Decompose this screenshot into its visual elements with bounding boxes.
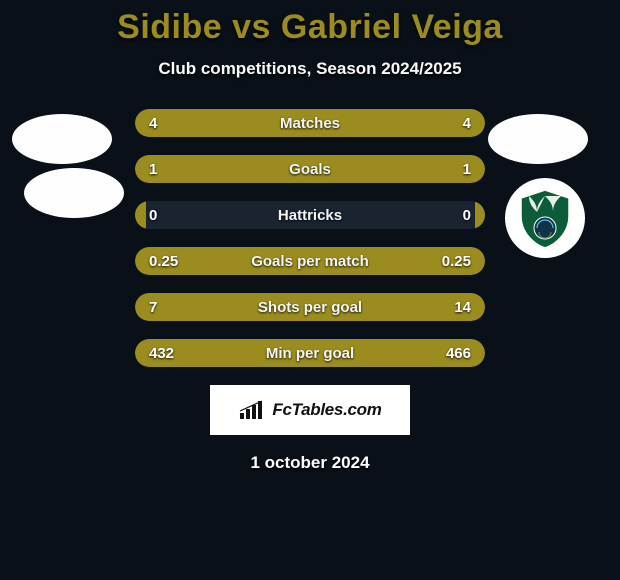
stat-value-left: 4 xyxy=(149,115,157,132)
stats-container: 4 Matches 4 1 Goals 1 0 Hattricks 0 0.25 Goals per… xyxy=(135,109,485,367)
stat-fill-right xyxy=(310,155,485,183)
stat-label: Shots per goal xyxy=(258,299,362,316)
bar-chart-icon xyxy=(238,399,266,421)
footer-logo-text: FcTables.com xyxy=(272,400,381,420)
stat-label: Goals per match xyxy=(251,253,369,270)
player-left-badge-2 xyxy=(24,168,124,218)
footer-logo: FcTables.com xyxy=(210,385,410,435)
club-crest-right xyxy=(505,178,585,258)
player-right-badge xyxy=(488,114,588,164)
stat-value-right: 4 xyxy=(463,115,471,132)
stat-row: 0 Hattricks 0 xyxy=(135,201,485,229)
stat-label: Hattricks xyxy=(278,207,342,224)
stat-row: 432 Min per goal 466 xyxy=(135,339,485,367)
shield-icon xyxy=(513,186,577,250)
stat-fill-right xyxy=(475,201,486,229)
stat-value-left: 7 xyxy=(149,299,157,316)
stat-fill-left xyxy=(135,201,146,229)
stat-label: Goals xyxy=(289,161,331,178)
stat-value-right: 466 xyxy=(446,345,471,362)
stat-value-right: 1 xyxy=(463,161,471,178)
stat-value-left: 0.25 xyxy=(149,253,178,270)
stat-value-left: 0 xyxy=(149,207,157,224)
stat-value-left: 432 xyxy=(149,345,174,362)
infographic-date: 1 october 2024 xyxy=(0,453,620,473)
stat-label: Min per goal xyxy=(266,345,354,362)
stat-value-right: 0.25 xyxy=(442,253,471,270)
player-left-badge-1 xyxy=(12,114,112,164)
comparison-infographic: Sidibe vs Gabriel Veiga Club competition… xyxy=(0,0,620,580)
stat-row: 7 Shots per goal 14 xyxy=(135,293,485,321)
page-subtitle: Club competitions, Season 2024/2025 xyxy=(0,59,620,79)
stat-label: Matches xyxy=(280,115,340,132)
stat-row: 1 Goals 1 xyxy=(135,155,485,183)
stat-row: 0.25 Goals per match 0.25 xyxy=(135,247,485,275)
stat-value-right: 0 xyxy=(463,207,471,224)
page-title: Sidibe vs Gabriel Veiga xyxy=(0,8,620,47)
stat-value-right: 14 xyxy=(454,299,471,316)
stat-fill-left xyxy=(135,155,310,183)
stat-row: 4 Matches 4 xyxy=(135,109,485,137)
stat-value-left: 1 xyxy=(149,161,157,178)
